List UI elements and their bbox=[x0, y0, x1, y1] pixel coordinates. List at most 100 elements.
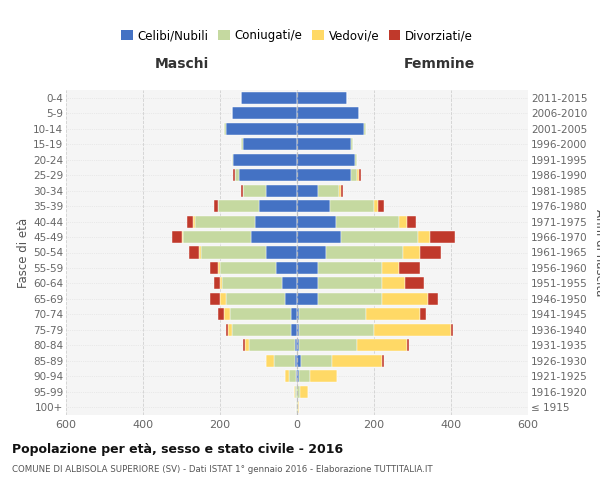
Bar bbox=[274, 355, 295, 367]
Bar bbox=[382, 278, 405, 289]
Bar bbox=[430, 231, 455, 243]
Bar bbox=[184, 231, 251, 243]
Bar bbox=[355, 154, 356, 166]
Bar bbox=[243, 340, 245, 351]
Bar bbox=[187, 216, 193, 228]
Text: Popolazione per età, sesso e stato civile - 2016: Popolazione per età, sesso e stato civil… bbox=[12, 442, 343, 456]
Bar bbox=[297, 154, 355, 166]
Bar bbox=[359, 169, 361, 181]
Legend: Celibi/Nubili, Coniugati/e, Vedovi/e, Divorziati/e: Celibi/Nubili, Coniugati/e, Vedovi/e, Di… bbox=[116, 24, 478, 47]
Bar bbox=[418, 231, 430, 243]
Bar bbox=[297, 355, 301, 367]
Bar bbox=[241, 184, 243, 196]
Bar bbox=[420, 246, 442, 258]
Bar bbox=[222, 278, 281, 289]
Bar bbox=[226, 324, 228, 336]
Bar bbox=[251, 231, 297, 243]
Bar bbox=[276, 262, 297, 274]
Bar bbox=[332, 355, 382, 367]
Bar bbox=[351, 169, 356, 181]
Bar bbox=[291, 308, 297, 320]
Text: COMUNE DI ALBISOLA SUPERIORE (SV) - Dati ISTAT 1° gennaio 2016 - Elaborazione TU: COMUNE DI ALBISOLA SUPERIORE (SV) - Dati… bbox=[12, 466, 433, 474]
Bar bbox=[382, 355, 383, 367]
Bar bbox=[297, 122, 364, 134]
Bar bbox=[220, 278, 222, 289]
Bar bbox=[189, 246, 199, 258]
Bar bbox=[211, 262, 218, 274]
Bar bbox=[341, 184, 343, 196]
Bar bbox=[351, 138, 353, 150]
Bar bbox=[364, 122, 366, 134]
Bar bbox=[291, 324, 297, 336]
Bar bbox=[243, 138, 297, 150]
Bar bbox=[281, 278, 297, 289]
Bar bbox=[214, 278, 220, 289]
Bar bbox=[297, 184, 318, 196]
Bar bbox=[266, 246, 297, 258]
Bar bbox=[382, 262, 399, 274]
Bar bbox=[228, 324, 232, 336]
Bar bbox=[407, 340, 409, 351]
Bar bbox=[297, 200, 330, 212]
Bar bbox=[266, 184, 297, 196]
Bar bbox=[254, 216, 297, 228]
Bar bbox=[233, 169, 235, 181]
Bar bbox=[193, 216, 195, 228]
Bar bbox=[297, 293, 318, 305]
Bar bbox=[224, 308, 230, 320]
Bar bbox=[297, 340, 299, 351]
Text: Maschi: Maschi bbox=[154, 56, 209, 70]
Bar bbox=[407, 216, 416, 228]
Bar bbox=[195, 216, 254, 228]
Bar bbox=[297, 92, 347, 104]
Bar bbox=[295, 386, 296, 398]
Bar bbox=[224, 122, 226, 134]
Bar bbox=[356, 169, 359, 181]
Bar bbox=[214, 200, 218, 212]
Bar bbox=[298, 401, 299, 413]
Bar bbox=[318, 278, 382, 289]
Bar bbox=[226, 293, 286, 305]
Bar bbox=[297, 216, 335, 228]
Bar bbox=[301, 355, 332, 367]
Bar bbox=[296, 370, 297, 382]
Bar bbox=[297, 246, 326, 258]
Bar bbox=[233, 154, 297, 166]
Bar bbox=[428, 293, 437, 305]
Bar bbox=[297, 278, 318, 289]
Bar bbox=[297, 107, 359, 119]
Bar bbox=[374, 200, 378, 212]
Bar bbox=[201, 246, 266, 258]
Bar bbox=[211, 293, 220, 305]
Bar bbox=[340, 184, 341, 196]
Bar bbox=[318, 262, 382, 274]
Bar bbox=[230, 308, 291, 320]
Bar bbox=[241, 138, 243, 150]
Bar bbox=[399, 262, 420, 274]
Bar bbox=[243, 184, 266, 196]
Bar bbox=[218, 200, 259, 212]
Bar bbox=[299, 340, 356, 351]
Bar bbox=[366, 308, 420, 320]
Bar bbox=[378, 200, 383, 212]
Bar bbox=[301, 386, 308, 398]
Bar bbox=[199, 246, 201, 258]
Bar bbox=[374, 324, 451, 336]
Bar bbox=[326, 246, 403, 258]
Bar bbox=[420, 308, 426, 320]
Bar bbox=[172, 231, 182, 243]
Bar bbox=[297, 262, 318, 274]
Bar bbox=[299, 308, 366, 320]
Bar bbox=[259, 200, 297, 212]
Y-axis label: Fasce di età: Fasce di età bbox=[17, 218, 30, 288]
Bar bbox=[232, 324, 291, 336]
Bar bbox=[330, 200, 374, 212]
Y-axis label: Anni di nascita: Anni di nascita bbox=[593, 209, 600, 296]
Bar bbox=[297, 169, 351, 181]
Bar bbox=[226, 122, 297, 134]
Bar bbox=[451, 324, 453, 336]
Bar bbox=[220, 262, 276, 274]
Bar bbox=[241, 92, 297, 104]
Bar bbox=[232, 107, 297, 119]
Text: Femmine: Femmine bbox=[404, 56, 475, 70]
